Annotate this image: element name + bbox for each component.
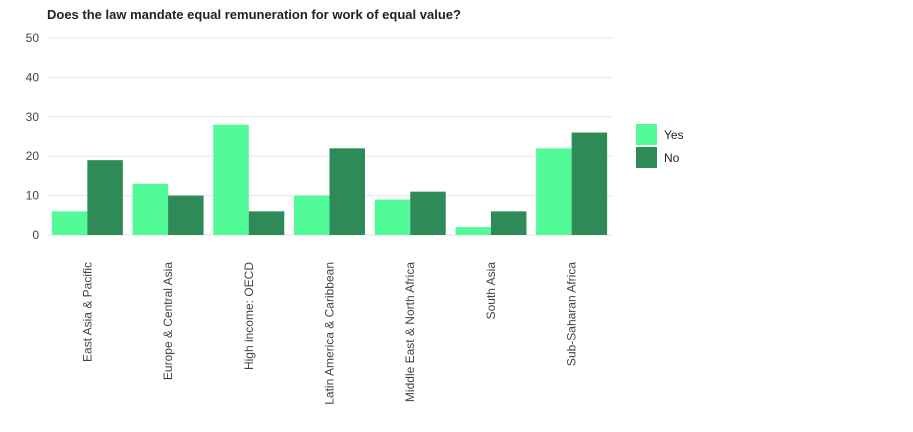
y-tick-label: 20 [26,149,40,163]
bar-no [490,211,527,235]
bar-yes [213,124,249,235]
x-tick-label: Sub-Saharan Africa [565,262,579,366]
legend: Yes No [636,124,684,168]
bar-no [168,195,204,235]
y-tick-label: 50 [26,31,40,45]
legend-swatch-no [636,147,657,168]
legend-swatch-yes [636,124,657,145]
bar-yes [132,183,169,235]
bar-yes [51,211,88,235]
x-tick-label: South Asia [484,262,498,320]
legend-label-no: No [664,151,680,165]
y-tick-label: 40 [26,70,40,84]
y-tick-label: 0 [32,228,39,242]
bar-yes [294,195,330,235]
bar-no [410,191,446,235]
bar-no [87,160,123,235]
x-tick-label: Middle East & North Africa [403,262,417,402]
y-tick-label: 30 [26,110,40,124]
bar-yes [536,148,572,235]
y-tick-label: 10 [26,189,40,203]
chart-title: Does the law mandate equal remuneration … [47,7,461,22]
x-tick-label: Europe & Central Asia [161,262,175,380]
x-tick-label: High income: OECD [242,262,256,370]
x-tick-label: Latin America & Caribbean [323,262,337,405]
bar-no [329,148,365,235]
legend-label-yes: Yes [664,128,684,142]
bar-no [248,211,285,235]
y-axis: 0 10 20 30 40 50 [26,31,40,242]
bars [51,124,608,235]
x-axis: East Asia & Pacific Europe & Central Asia… [80,262,578,405]
x-tick-label: East Asia & Pacific [80,262,94,362]
bar-no [571,132,608,235]
bar-yes [374,199,411,235]
bar-yes [455,227,491,235]
